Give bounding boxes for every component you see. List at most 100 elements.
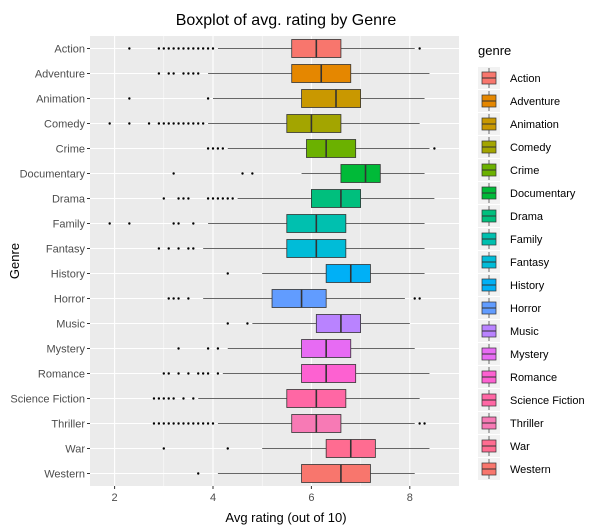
outlier-point bbox=[226, 272, 229, 275]
outlier-point bbox=[162, 397, 165, 400]
legend-item-crime: Crime bbox=[478, 159, 539, 181]
outlier-point bbox=[206, 422, 210, 425]
legend-item-thriller: Thriller bbox=[478, 412, 544, 434]
legend-label: Mystery bbox=[510, 349, 549, 361]
outlier-point bbox=[216, 372, 220, 375]
outlier-point bbox=[192, 72, 195, 75]
outlier-point bbox=[167, 72, 170, 75]
outlier-point bbox=[157, 422, 161, 425]
outlier-point bbox=[177, 47, 180, 50]
legend-item-fantasy: Fantasy bbox=[478, 251, 550, 273]
outlier-point bbox=[177, 197, 180, 200]
box-family bbox=[108, 214, 425, 233]
y-tick-label: History bbox=[51, 269, 86, 281]
outlier-point bbox=[211, 47, 215, 50]
legend-item-war: War bbox=[478, 435, 530, 457]
outlier-point bbox=[157, 122, 161, 125]
outlier-point bbox=[251, 172, 254, 175]
outlier-point bbox=[177, 422, 180, 425]
outlier-point bbox=[418, 297, 421, 300]
outlier-point bbox=[201, 47, 205, 50]
legend-item-mystery: Mystery bbox=[478, 343, 549, 365]
box-drama bbox=[162, 189, 435, 208]
outlier-point bbox=[221, 197, 225, 200]
outlier-point bbox=[192, 222, 195, 225]
outlier-point bbox=[187, 297, 190, 300]
legend-item-family: Family bbox=[478, 228, 543, 250]
legend-label: Crime bbox=[510, 165, 539, 177]
legend-items: Action Adventure Animation Comedy Crime Docum… bbox=[478, 67, 585, 480]
outlier-point bbox=[187, 122, 190, 125]
outlier-point bbox=[167, 122, 170, 125]
y-tick-label: Horror bbox=[54, 294, 86, 306]
outlier-point bbox=[167, 422, 170, 425]
box-horror bbox=[167, 289, 421, 308]
legend-item-science-fiction: Science Fiction bbox=[478, 389, 585, 411]
outlier-point bbox=[221, 147, 225, 150]
outlier-point bbox=[192, 247, 195, 250]
legend-item-documentary: Documentary bbox=[478, 182, 576, 204]
box-romance bbox=[162, 364, 430, 383]
legend-label: Action bbox=[510, 73, 541, 85]
y-tick-label: Romance bbox=[38, 369, 85, 381]
outlier-point bbox=[226, 197, 229, 200]
box-iqr bbox=[301, 464, 371, 483]
box-history bbox=[226, 264, 425, 283]
legend-label: Documentary bbox=[510, 188, 576, 200]
outlier-point bbox=[418, 47, 421, 50]
outlier-point bbox=[182, 197, 185, 200]
outlier-point bbox=[167, 372, 170, 375]
outlier-point bbox=[192, 47, 195, 50]
legend-label: Horror bbox=[510, 303, 542, 315]
chart-title: Boxplot of avg. rating by Genre bbox=[176, 12, 397, 29]
outlier-point bbox=[197, 372, 200, 375]
box-adventure bbox=[157, 64, 430, 83]
outlier-point bbox=[162, 372, 165, 375]
legend: genre Action Adventure Animation Comedy Crim… bbox=[478, 43, 585, 480]
outlier-point bbox=[423, 422, 426, 425]
y-tick-label: Animation bbox=[36, 94, 85, 106]
legend-item-adventure: Adventure bbox=[478, 90, 560, 112]
legend-item-drama: Drama bbox=[478, 205, 544, 227]
box-iqr bbox=[301, 364, 357, 383]
box-music bbox=[226, 314, 410, 333]
outlier-point bbox=[128, 97, 131, 100]
legend-label: Family bbox=[510, 234, 543, 246]
y-tick-label: Mystery bbox=[47, 344, 86, 356]
outlier-point bbox=[177, 372, 180, 375]
outlier-point bbox=[157, 47, 161, 50]
outlier-point bbox=[187, 197, 190, 200]
box-iqr bbox=[286, 114, 342, 133]
outlier-point bbox=[157, 397, 161, 400]
y-tick-label: Science Fiction bbox=[10, 394, 85, 406]
outlier-point bbox=[162, 122, 165, 125]
outlier-point bbox=[108, 222, 111, 225]
outlier-point bbox=[177, 297, 180, 300]
outlier-point bbox=[206, 347, 210, 350]
outlier-point bbox=[177, 222, 180, 225]
legend-label: Music bbox=[510, 326, 539, 338]
outlier-point bbox=[152, 397, 156, 400]
legend-label: War bbox=[510, 441, 530, 453]
box-documentary bbox=[172, 164, 425, 183]
legend-item-western: Western bbox=[478, 458, 551, 480]
outlier-point bbox=[108, 122, 111, 125]
outlier-point bbox=[192, 397, 195, 400]
outlier-point bbox=[152, 422, 156, 425]
outlier-point bbox=[187, 422, 190, 425]
outlier-point bbox=[172, 222, 175, 225]
outlier-point bbox=[216, 347, 220, 350]
legend-label: Adventure bbox=[510, 96, 560, 108]
legend-item-romance: Romance bbox=[478, 366, 557, 388]
legend-title: genre bbox=[478, 43, 511, 58]
legend-label: Animation bbox=[510, 119, 559, 131]
outlier-point bbox=[128, 122, 131, 125]
y-tick-label: Action bbox=[54, 44, 85, 56]
outlier-point bbox=[177, 347, 180, 350]
y-axis: Action Adventure Animation Comedy Crime Docum… bbox=[10, 44, 90, 481]
legend-item-animation: Animation bbox=[478, 113, 559, 135]
legend-label: Western bbox=[510, 464, 551, 476]
y-tick-label: Documentary bbox=[20, 169, 86, 181]
outlier-point bbox=[433, 147, 436, 150]
